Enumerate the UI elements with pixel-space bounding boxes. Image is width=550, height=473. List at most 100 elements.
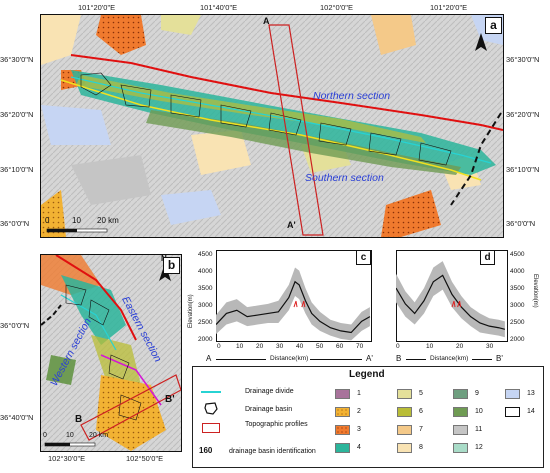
xtick: 60: [336, 343, 344, 350]
fault-marker: [457, 300, 462, 308]
coord-label: 102°0'0"E: [320, 3, 353, 12]
legend-unit-swatch: [397, 407, 412, 417]
panel-c-xlabel: Distance(km): [270, 355, 309, 362]
legend-box: Legend Drainage divide Drainage basin To…: [192, 366, 544, 468]
legend-unit-number: 6: [419, 408, 423, 415]
coord-label: 36°10'0"N: [506, 165, 540, 174]
drainage-basin-label: Drainage basin: [245, 406, 293, 413]
xtick: 10: [236, 343, 244, 350]
legend-unit-number: 14: [527, 408, 535, 415]
legend-unit-swatch: [335, 389, 350, 399]
legend-unit-swatch: [453, 389, 468, 399]
panel-c-label: c: [356, 250, 371, 265]
profile-d-start: B: [396, 354, 402, 363]
panel-d-ylabel: Elevation(m): [532, 274, 538, 308]
drainage-divide-label: Drainage divide: [245, 388, 294, 395]
southern-section-label: Southern section: [305, 172, 384, 184]
scale-10: 10: [66, 432, 74, 439]
xtick: 70: [356, 343, 364, 350]
ytick: 2000: [510, 336, 525, 343]
xtick: 20: [456, 343, 464, 350]
scale-20: 20 km: [89, 432, 109, 439]
legend-unit-number: 11: [475, 426, 483, 433]
coord-label: 36°10'0"N: [0, 165, 34, 174]
profile-c-plot: [216, 250, 372, 342]
coord-label: 36°30'0"N: [0, 55, 34, 64]
ytick: 4000: [510, 268, 525, 275]
ytick: 4500: [198, 251, 213, 258]
ytick: 3500: [510, 285, 525, 292]
scale-0: 0: [43, 432, 47, 439]
ytick: 2500: [198, 319, 213, 326]
ytick: 3000: [510, 302, 525, 309]
panel-b-map: Eastern section Western section B B' 0 1…: [40, 254, 182, 452]
xtick: 0: [217, 343, 221, 350]
legend-unit-swatch: [335, 407, 350, 417]
coord-label: 36°0'0"N: [506, 219, 536, 228]
panel-b-svg: [41, 255, 181, 451]
panel-a-label: a: [485, 17, 502, 34]
panel-c-xaxis-caption: A Distance(km) A': [206, 355, 378, 365]
ytick: 3500: [198, 285, 213, 292]
ytick: 3000: [198, 302, 213, 309]
ytick: 2000: [198, 336, 213, 343]
legend-unit-number: 8: [419, 444, 423, 451]
mean-elevation-line: [216, 280, 371, 334]
coord-label: 36°30'0"N: [506, 55, 540, 64]
panel-a-map: Northern section Southern section A A' 0…: [40, 14, 504, 238]
elevation-range-band: [216, 267, 370, 341]
legend-unit-swatch: [397, 425, 412, 435]
legend-unit-number: 5: [419, 390, 423, 397]
coord-label: 101°40'0"E: [200, 3, 238, 12]
legend-unit-swatch: [397, 443, 412, 453]
panel-d-xaxis-caption: B Distance(km) B': [396, 355, 508, 365]
coord-label: 36°0'0"N: [0, 321, 30, 330]
coord-label: 101°20'0"E: [78, 3, 116, 12]
xtick: 50: [316, 343, 324, 350]
ytick: 4500: [510, 251, 525, 258]
panel-d-label: d: [480, 250, 495, 265]
topographic-profiles-label: Topographic profiles: [245, 421, 308, 428]
panel-b-label: b: [163, 257, 180, 274]
drainage-divide-symbol: [201, 391, 221, 393]
fault-marker: [293, 300, 298, 308]
xtick: 40: [296, 343, 304, 350]
fault-marker: [301, 300, 306, 308]
panel-a-svg: [41, 15, 503, 237]
profile-b-start: B: [75, 414, 83, 425]
legend-unit-swatch: [335, 425, 350, 435]
profile-d-end: B': [496, 354, 503, 363]
coord-label: 36°20'0"N: [0, 110, 34, 119]
legend-unit-number: 10: [475, 408, 483, 415]
scale-10: 10: [72, 216, 81, 225]
xtick: 20: [256, 343, 264, 350]
legend-unit-swatch: [505, 389, 520, 399]
legend-unit-swatch: [397, 389, 412, 399]
drainage-basin-symbol: [204, 402, 218, 415]
coord-label: 101°20'0"E: [430, 3, 468, 12]
coord-label: 36°20'0"N: [506, 110, 540, 119]
coord-label: 36°0'0"N: [0, 219, 30, 228]
panel-c-chart: Elevation(m) 4500 4000 3500 3000 2500 20…: [188, 246, 378, 358]
scale-0: 0: [45, 216, 50, 225]
legend-unit-swatch: [453, 407, 468, 417]
profile-box-a: [268, 24, 324, 236]
profile-c-start: A: [206, 354, 212, 363]
basin-id-number: 160: [199, 446, 213, 455]
fault-marker: [451, 300, 456, 308]
scale-20: 20 km: [97, 216, 119, 225]
coord-label: 102°50'0"E: [126, 454, 164, 463]
legend-unit-number: 13: [527, 390, 535, 397]
legend-unit-number: 4: [357, 444, 361, 451]
legend-unit-swatch: [335, 443, 350, 453]
unit-3-area: [96, 15, 146, 55]
panel-d-chart: d 4500 4000 3500 3000 2500 2000 Elevatio…: [394, 246, 550, 358]
legend-unit-swatch: [505, 407, 520, 417]
profile-a-end: A': [287, 220, 296, 230]
profile-d-plot: [396, 250, 508, 342]
legend-unit-number: 7: [419, 426, 423, 433]
panel-d-xlabel: Distance(km): [430, 355, 469, 362]
topographic-profile-symbol: [202, 423, 220, 433]
legend-title: Legend: [349, 369, 385, 380]
mean-elevation-line: [396, 274, 506, 330]
